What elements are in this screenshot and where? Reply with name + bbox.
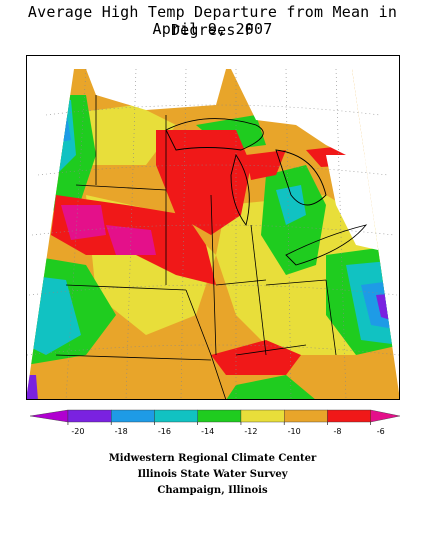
credit-location: Champaign, Illinois	[157, 485, 268, 496]
legend-tick-label: -10	[288, 427, 301, 436]
area-north	[86, 69, 226, 110]
legend-swatch	[327, 409, 371, 423]
legend-swatch	[240, 409, 285, 423]
zone-magenta-central	[106, 225, 156, 255]
map-title: Average High Temp Departure from Mean in…	[27, 3, 398, 39]
legend-tick-label: -6	[377, 427, 385, 436]
credit-survey: Illinois State Water Survey	[137, 469, 288, 480]
map-frame	[26, 55, 400, 400]
legend-swatch	[283, 409, 328, 423]
legend-swatch	[197, 409, 242, 423]
area-canada	[231, 69, 366, 165]
great-lakes	[165, 118, 368, 266]
legend-tick-label: -12	[244, 427, 257, 436]
zone-cyan-michigan	[276, 185, 306, 225]
credit-center: Midwestern Regional Climate Center	[108, 453, 317, 464]
legend-swatch	[110, 409, 155, 423]
map-date: April 9, 2007	[152, 20, 273, 38]
temperature-departure-map	[26, 55, 400, 400]
legend-swatch	[67, 409, 112, 423]
legend-swatch	[154, 409, 198, 423]
legend-tick-label: -20	[71, 427, 84, 436]
color-legend: -20 -18 -16 -14 -12 -10 -8 -6	[30, 409, 400, 436]
legend-tick-label: -8	[333, 427, 341, 436]
zone-red-upper-peninsula	[246, 150, 286, 180]
zone-red-wisconsin	[156, 130, 251, 235]
zone-green-south	[226, 375, 316, 400]
zone-purple-southwest	[26, 375, 38, 400]
graticule	[26, 68, 400, 400]
legend-tick-label: -14	[201, 427, 214, 436]
state-boundaries	[55, 95, 337, 400]
legend-tick-label: -16	[158, 427, 171, 436]
legend-swatch	[370, 409, 400, 423]
legend-tick-label: -18	[115, 427, 128, 436]
zone-blue-northwest	[36, 110, 71, 145]
legend-swatch	[30, 409, 69, 423]
